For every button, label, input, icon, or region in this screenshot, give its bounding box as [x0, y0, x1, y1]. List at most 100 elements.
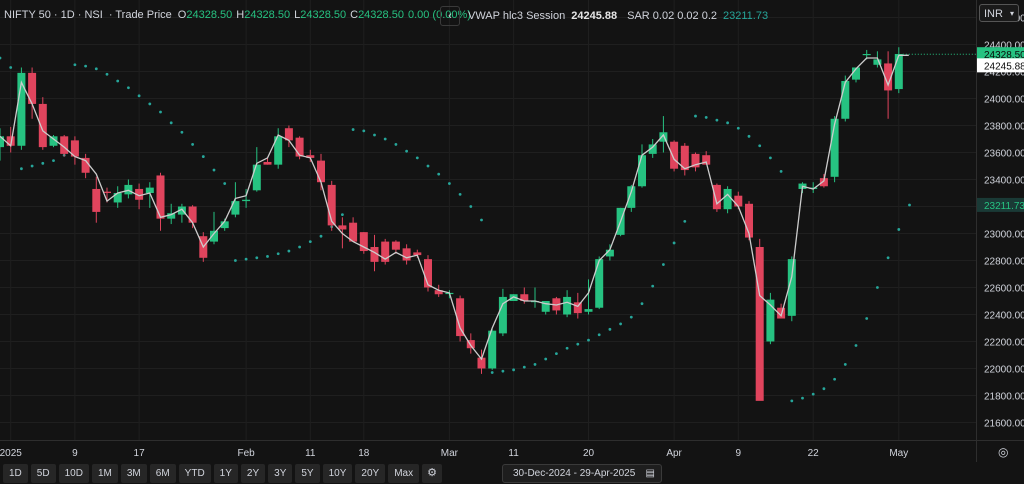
range-button-10y[interactable]: 10Y	[322, 463, 353, 483]
sar-dot	[448, 182, 451, 185]
candle[interactable]	[477, 349, 486, 374]
range-button-3y[interactable]: 3Y	[268, 463, 293, 483]
candle-body	[359, 232, 368, 252]
candle[interactable]	[381, 238, 390, 265]
candle[interactable]	[70, 136, 79, 165]
candle[interactable]	[327, 180, 336, 231]
range-button-10d[interactable]: 10D	[58, 463, 89, 483]
price-label-bg	[977, 58, 1024, 73]
calendar-icon: ▤	[645, 468, 655, 479]
candle[interactable]	[563, 290, 572, 318]
range-button-1d[interactable]: 1D	[3, 463, 28, 483]
candle[interactable]	[156, 172, 165, 231]
candle[interactable]	[466, 333, 475, 354]
sar-dot	[736, 126, 740, 130]
sar-label[interactable]: SAR 0.02 0.02 0.2	[627, 10, 718, 22]
candle[interactable]	[177, 203, 186, 223]
candle[interactable]	[135, 183, 144, 210]
range-button-max[interactable]: Max	[388, 463, 420, 483]
range-button-20y[interactable]: 20Y	[355, 463, 386, 483]
candle[interactable]	[6, 126, 15, 153]
gear-icon[interactable]: ⚙	[422, 463, 442, 483]
candle[interactable]	[723, 186, 732, 214]
candle[interactable]	[670, 140, 679, 172]
candle[interactable]	[691, 152, 700, 172]
candle[interactable]	[391, 240, 400, 254]
candle[interactable]	[92, 176, 101, 223]
chevron-left-icon[interactable]: ‹	[440, 6, 460, 26]
candle[interactable]	[17, 67, 26, 150]
range-button-5y[interactable]: 5Y	[295, 463, 320, 483]
chart-settings-icon[interactable]: ◎	[998, 445, 1009, 459]
candle[interactable]	[702, 151, 711, 165]
candle[interactable]	[648, 139, 657, 158]
symbol-title[interactable]: NIFTY 50 · 1D · NSI	[4, 9, 103, 21]
candle-body	[691, 153, 700, 168]
candle[interactable]	[145, 182, 154, 208]
candle[interactable]	[38, 97, 47, 150]
candle[interactable]	[263, 157, 272, 165]
candle[interactable]	[498, 288, 507, 337]
x-axis[interactable]: 2025 9 17 Feb 11 18 Mar 11 20 Apr 9 22 May	[0, 448, 908, 459]
date-range-picker[interactable]: 30-Dec-2024 - 29-Apr-2025 ▤	[502, 464, 662, 483]
range-button-6m[interactable]: 6M	[149, 463, 176, 483]
candle-body	[92, 188, 101, 212]
sar-dot	[319, 234, 323, 238]
candle[interactable]	[755, 238, 764, 401]
candle[interactable]	[605, 244, 614, 261]
candle[interactable]	[488, 329, 497, 370]
candle[interactable]	[49, 134, 58, 148]
sar-dot	[726, 121, 729, 125]
candle[interactable]	[894, 47, 903, 94]
sar-dot	[769, 156, 772, 160]
candle[interactable]	[284, 125, 293, 148]
sar-dot	[437, 172, 441, 176]
candle-body	[145, 187, 154, 194]
candle[interactable]	[359, 232, 368, 254]
candle[interactable]	[680, 143, 689, 176]
candle-body	[659, 132, 668, 142]
x-tick-label: 11	[305, 448, 316, 459]
candle[interactable]	[595, 256, 604, 310]
candle[interactable]	[787, 256, 796, 322]
range-button-2y[interactable]: 2Y	[240, 463, 266, 483]
sar-series	[0, 56, 911, 403]
sar-dot	[651, 284, 655, 288]
candle[interactable]	[0, 128, 4, 161]
candle[interactable]	[242, 188, 251, 208]
candle[interactable]	[584, 279, 593, 315]
sar-dot	[148, 102, 152, 106]
sar-dot	[801, 396, 804, 400]
price-label-vwap: 24245.88	[984, 61, 1024, 72]
y-tick-label: 24200.00	[984, 68, 1024, 79]
range-button-1y[interactable]: 1Y	[213, 463, 238, 483]
candle[interactable]	[81, 153, 90, 179]
candle[interactable]	[210, 211, 218, 245]
sar-dot	[426, 164, 430, 168]
sar-dot	[137, 94, 141, 98]
sar-dot	[480, 218, 483, 222]
candle[interactable]	[712, 183, 721, 212]
candle[interactable]	[766, 292, 775, 345]
candle[interactable]	[638, 144, 646, 188]
candle[interactable]	[402, 244, 411, 265]
range-button-1m[interactable]: 1M	[91, 463, 118, 483]
candle[interactable]	[252, 147, 261, 192]
candle[interactable]	[456, 295, 465, 342]
currency-select[interactable]: INR ▾	[979, 4, 1019, 22]
vwap-label[interactable]: VWAP hlc3 Session	[468, 10, 566, 22]
candle[interactable]	[60, 134, 69, 157]
y-axis[interactable]: 21600.00 21800.00 22000.00 22200.00 22400.00…	[984, 14, 1024, 430]
y-tick-label: 24000.00	[984, 95, 1024, 106]
candle[interactable]	[349, 217, 358, 242]
range-button-5d[interactable]: 5D	[30, 463, 56, 483]
candle[interactable]	[113, 186, 122, 208]
range-button-3m[interactable]: 3M	[120, 463, 147, 483]
candle-body	[103, 191, 111, 194]
candle[interactable]	[306, 149, 315, 162]
candle[interactable]	[852, 67, 860, 83]
sar-dot	[84, 64, 87, 68]
range-button-ytd[interactable]: YTD	[178, 463, 211, 483]
candle[interactable]	[28, 67, 37, 119]
